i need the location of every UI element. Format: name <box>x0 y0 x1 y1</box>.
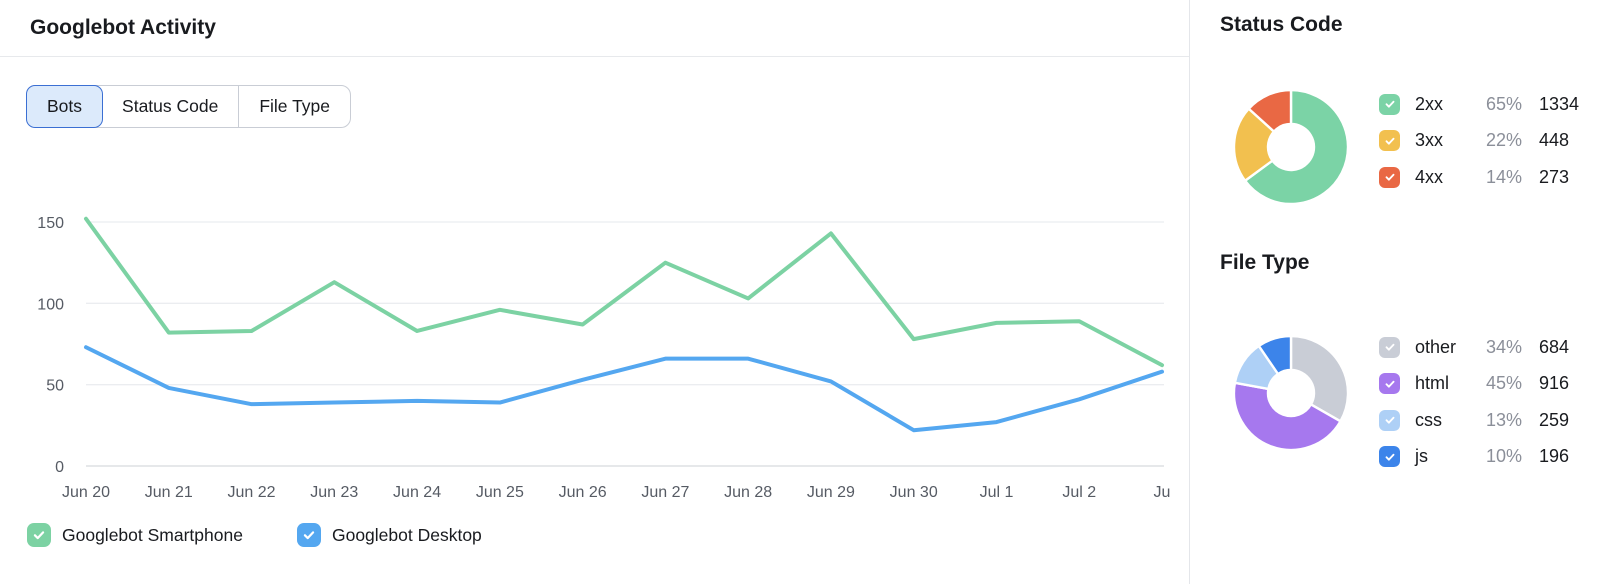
legend-row-other: other 34% 684 <box>1379 329 1569 366</box>
legend-percent: 14% <box>1485 166 1522 187</box>
check-icon <box>1385 417 1394 424</box>
check-icon <box>303 531 315 540</box>
legend-label: css <box>1415 409 1442 430</box>
svg-text:Jun 22: Jun 22 <box>228 484 276 501</box>
tab-status-code[interactable]: Status Code <box>102 86 240 127</box>
svg-text:Ju: Ju <box>1154 484 1171 501</box>
check-icon <box>1385 380 1394 388</box>
status-code-title: Status Code <box>1220 13 1343 36</box>
file-type-title: File Type <box>1220 251 1310 274</box>
legend-label: Googlebot Desktop <box>331 524 482 545</box>
svg-text:Jun 25: Jun 25 <box>476 484 524 501</box>
legend-percent: 34% <box>1485 336 1522 357</box>
file-type-donut-chart <box>1232 334 1350 452</box>
file-type-legend: other 34% 684 html 45% 916 css 13% 259 j… <box>1379 329 1569 475</box>
legend-label: html <box>1415 373 1450 394</box>
legend-count: 273 <box>1539 166 1570 187</box>
legend-count: 448 <box>1539 130 1570 151</box>
page-title: Googlebot Activity <box>30 16 216 39</box>
legend-label: js <box>1415 446 1428 467</box>
legend-count: 916 <box>1539 373 1570 394</box>
legend-row-2xx: 2xx 65% 1334 <box>1379 86 1579 123</box>
html-checkbox[interactable] <box>1379 373 1400 395</box>
legend-row-4xx: 4xx 14% 273 <box>1379 159 1579 196</box>
check-icon <box>1385 101 1394 108</box>
svg-text:100: 100 <box>37 296 64 313</box>
legend-count: 684 <box>1539 336 1570 357</box>
3xx-checkbox[interactable] <box>1379 130 1400 152</box>
legend-label: 4xx <box>1415 166 1444 187</box>
svg-text:Jun 30: Jun 30 <box>890 484 938 501</box>
activity-line-chart: 0 50 100 150 Jun 20 Jun 21 Jun 22 Jun 23 Jun 24 J… <box>0 190 1190 520</box>
legend-row-js: js 10% 196 <box>1379 439 1569 476</box>
svg-text:50: 50 <box>46 378 64 395</box>
legend-row-3xx: 3xx 22% 448 <box>1379 123 1579 160</box>
check-icon <box>1385 174 1394 181</box>
svg-text:Jul 1: Jul 1 <box>980 484 1014 501</box>
legend-item-googlebot-smartphone[interactable]: Googlebot Smartphone <box>27 523 243 547</box>
legend-percent: 10% <box>1485 446 1522 467</box>
svg-text:Jun 23: Jun 23 <box>310 484 358 501</box>
legend-percent: 13% <box>1485 409 1522 430</box>
tab-file-type[interactable]: File Type <box>259 96 331 116</box>
legend-label: other <box>1415 336 1457 357</box>
summary-sidebar: Status Code 2xx 65% 1334 3xx 22% 448 4xx… <box>1190 0 1600 584</box>
tab-bots[interactable]: Bots <box>26 85 104 128</box>
legend-count: 259 <box>1539 409 1570 430</box>
svg-text:Jul 2: Jul 2 <box>1062 484 1096 501</box>
legend-count: 196 <box>1539 446 1570 467</box>
chart-tabs: Bots Status Code File Type <box>26 85 352 128</box>
panel-header: Googlebot Activity <box>0 0 1189 57</box>
legend-percent: 45% <box>1485 373 1522 394</box>
legend-label: Googlebot Smartphone <box>62 524 243 545</box>
legend-item-googlebot-desktop[interactable]: Googlebot Desktop <box>296 523 482 547</box>
legend-percent: 65% <box>1485 93 1522 114</box>
check-icon <box>33 531 45 540</box>
svg-text:150: 150 <box>37 215 64 232</box>
desktop-checkbox[interactable] <box>296 523 321 547</box>
check-icon <box>1385 453 1394 461</box>
googlebot-activity-panel: Googlebot Activity Bots Status Code File… <box>0 0 1190 584</box>
legend-row-html: html 45% 916 <box>1379 366 1569 403</box>
4xx-checkbox[interactable] <box>1379 166 1400 188</box>
check-icon <box>1385 344 1394 351</box>
chart-legend: Googlebot Smartphone Googlebot Desktop <box>27 523 482 547</box>
status-code-legend: 2xx 65% 1334 3xx 22% 448 4xx 14% 273 <box>1379 86 1579 196</box>
smartphone-checkbox[interactable] <box>27 523 51 547</box>
other-checkbox[interactable] <box>1379 336 1400 358</box>
legend-count: 1334 <box>1539 93 1580 114</box>
svg-text:Jun 28: Jun 28 <box>724 484 772 501</box>
svg-text:Jun 27: Jun 27 <box>641 484 689 501</box>
status-code-donut-chart <box>1232 88 1350 206</box>
js-checkbox[interactable] <box>1379 446 1400 468</box>
svg-text:Jun 26: Jun 26 <box>559 484 607 501</box>
svg-text:0: 0 <box>55 459 64 476</box>
legend-percent: 22% <box>1485 130 1522 151</box>
svg-text:Jun 20: Jun 20 <box>62 484 110 501</box>
legend-label: 3xx <box>1415 130 1444 151</box>
legend-row-css: css 13% 259 <box>1379 402 1569 439</box>
svg-text:Jun 21: Jun 21 <box>145 484 193 501</box>
check-icon <box>1385 137 1394 145</box>
svg-text:Jun 29: Jun 29 <box>807 484 855 501</box>
css-checkbox[interactable] <box>1379 409 1400 431</box>
legend-label: 2xx <box>1415 93 1444 114</box>
2xx-checkbox[interactable] <box>1379 93 1400 115</box>
svg-text:Jun 24: Jun 24 <box>393 484 441 501</box>
